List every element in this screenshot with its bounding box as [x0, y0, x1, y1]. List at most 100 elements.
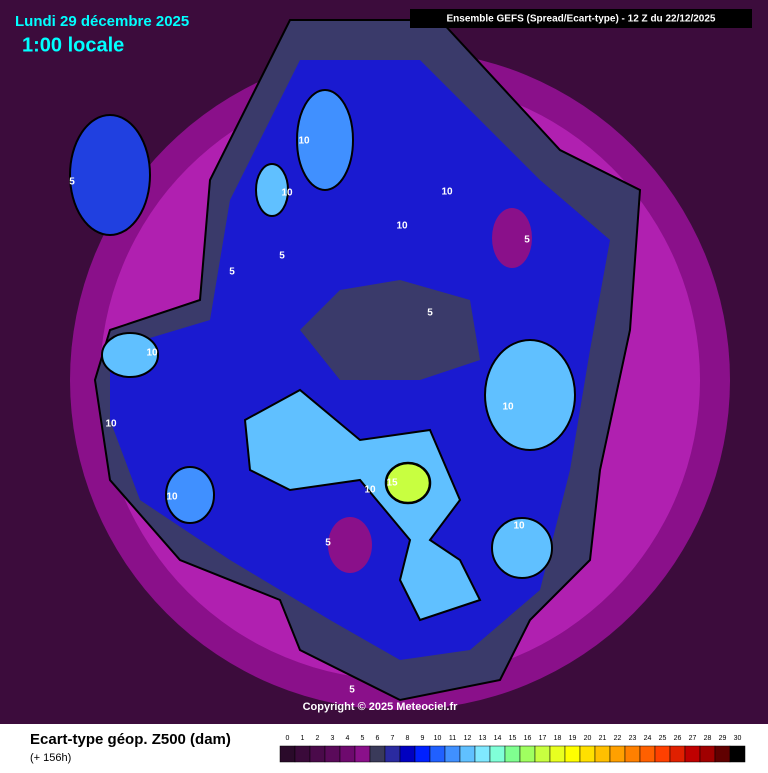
contour-label: 10	[513, 521, 525, 532]
legend-tick: 22	[614, 735, 622, 742]
legend-swatch	[339, 745, 356, 763]
contour-label: 5	[427, 308, 433, 319]
blob	[328, 517, 372, 573]
legend-swatch	[714, 745, 731, 763]
legend-swatch	[504, 745, 521, 763]
legend-tick: 30	[734, 735, 742, 742]
blob	[101, 332, 159, 378]
contour-labels: 10 10 5 10 10 5 5 5 5 10 10 10 10 10 15 10 5 5	[69, 136, 530, 696]
model-box	[410, 9, 752, 28]
legend-tick: 17	[539, 735, 547, 742]
legend-tick: 13	[479, 735, 487, 742]
blob	[484, 339, 576, 451]
legend-tick: 7	[391, 735, 395, 742]
legend-tick: 25	[659, 735, 667, 742]
title: Lundi 29 décembre 2025	[15, 13, 189, 30]
contour-label: 10	[441, 187, 453, 198]
legend-swatch	[429, 745, 446, 763]
blob-15	[384, 461, 432, 505]
legend-tick: 15	[509, 735, 517, 742]
legend-tick: 21	[599, 735, 607, 742]
legend-swatch	[594, 745, 611, 763]
contour-label: 10	[298, 136, 310, 147]
legend-swatch	[294, 745, 311, 763]
blob	[492, 208, 532, 268]
legend-tick: 5	[361, 735, 365, 742]
legend-swatch	[459, 745, 476, 763]
time: 1:00 locale	[22, 34, 124, 56]
legend-swatch	[684, 745, 701, 763]
blob	[296, 89, 354, 191]
legend-tick: 12	[464, 735, 472, 742]
legend-swatch	[399, 745, 416, 763]
legend-scale: 0 1 2 3 4 5 6 7 8 9 10 11 12 13 14 15 16 17 18 19 20 21 22 23 24…	[279, 735, 746, 763]
legend-tick: 18	[554, 735, 562, 742]
legend-tick: 8	[406, 735, 410, 742]
contour-label: 5	[279, 251, 285, 262]
legend-swatch	[324, 745, 341, 763]
legend-tick: 11	[449, 735, 456, 742]
contour-label: 10	[166, 492, 178, 503]
legend-tick: 1	[301, 735, 305, 742]
legend-swatch	[414, 745, 431, 763]
legend-tick: 2	[316, 735, 320, 742]
legend-swatch	[534, 745, 551, 763]
legend-swatch	[654, 745, 671, 763]
legend-tick: 20	[584, 735, 592, 742]
legend-swatch	[549, 745, 566, 763]
contour-label: 5	[229, 267, 235, 278]
legend-swatch	[519, 745, 536, 763]
spread-low	[300, 280, 480, 380]
contour-label: 10	[364, 485, 376, 496]
legend-tick: 9	[421, 735, 425, 742]
legend-swatch	[669, 745, 686, 763]
blob	[69, 114, 151, 236]
legend-tick: 24	[644, 735, 652, 742]
legend-tick: 0	[286, 735, 290, 742]
contour-label: 10	[105, 419, 117, 430]
legend-swatch	[444, 745, 461, 763]
copyright: Copyright © 2025 Meteociel.fr	[303, 701, 459, 713]
legend-tick: 19	[569, 735, 577, 742]
legend-swatch	[474, 745, 491, 763]
model: Ensemble GEFS (Spread/Ecart-type) - 12 Z…	[447, 14, 716, 25]
legend-swatch	[279, 745, 296, 763]
contour-label: 10	[502, 402, 514, 413]
legend-lead: (+ 156h)	[30, 752, 71, 764]
legend-tick: 29	[719, 735, 727, 742]
legend-swatch	[384, 745, 401, 763]
contour-label: 5	[325, 538, 331, 549]
blob	[491, 517, 553, 579]
contour-label: 10	[146, 348, 158, 359]
legend-swatch	[354, 745, 371, 763]
legend-tick: 6	[376, 735, 380, 742]
blob	[165, 466, 215, 524]
legend-swatch	[564, 745, 581, 763]
legend-tick: 10	[434, 735, 442, 742]
blob	[255, 163, 289, 217]
legend-swatch	[624, 745, 641, 763]
legend-title: Ecart-type géop. Z500 (dam)	[30, 731, 231, 748]
legend-swatch	[609, 745, 626, 763]
legend-swatch	[579, 745, 596, 763]
legend-swatch	[639, 745, 656, 763]
contour-label: 10	[396, 221, 408, 232]
legend-swatch	[369, 745, 386, 763]
legend-tick: 23	[629, 735, 637, 742]
legend-tick: 4	[346, 735, 350, 742]
legend-swatch	[729, 745, 746, 763]
legend-tick: 14	[494, 735, 502, 742]
legend-tick: 3	[331, 735, 335, 742]
legend-swatch	[309, 745, 326, 763]
contour-label: 15	[386, 478, 398, 489]
contour-label: 5	[69, 177, 75, 188]
legend-swatch	[699, 745, 716, 763]
contour-label: 5	[349, 685, 355, 696]
legend-tick: 26	[674, 735, 682, 742]
legend-tick: 28	[704, 735, 712, 742]
legend-tick: 27	[689, 735, 697, 742]
legend-tick: 16	[524, 735, 532, 742]
legend-swatch	[489, 745, 506, 763]
contour-label: 5	[524, 235, 530, 246]
